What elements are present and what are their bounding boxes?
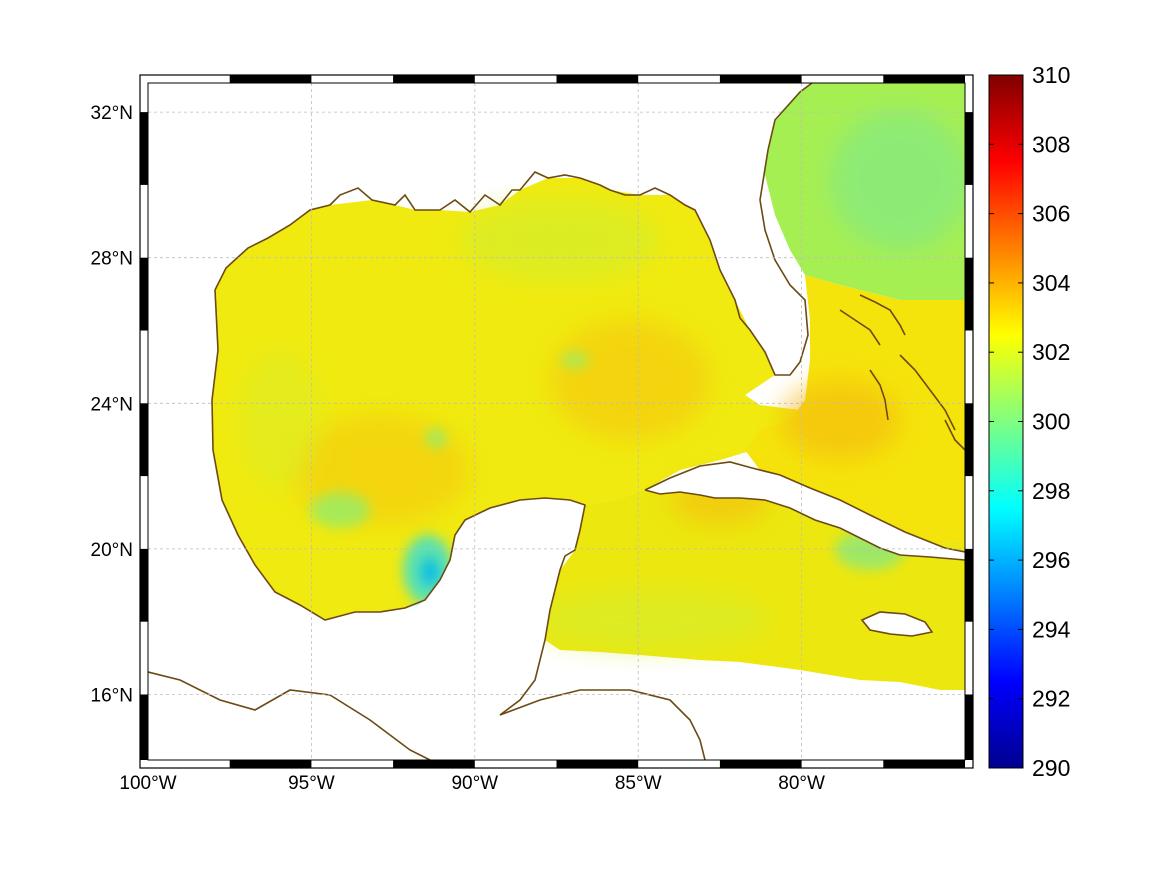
lon-tick-label: 85°W <box>615 773 662 794</box>
colorbar-tick-label: 308 <box>1032 131 1070 157</box>
frame-band-top <box>883 75 965 83</box>
frame-band-left <box>140 403 148 477</box>
colorbar-tick-label: 298 <box>1032 478 1070 504</box>
longitude-labels: 100°W 95°W 90°W 85°W 80°W <box>119 773 825 794</box>
lat-tick-label: 24°N <box>91 394 133 415</box>
frame-band-left <box>140 694 148 760</box>
frame-band-top <box>719 75 802 83</box>
frame-band-right <box>965 112 973 185</box>
coast-central-america <box>148 671 431 760</box>
coast-jamaica <box>860 611 934 637</box>
frame-band-bottom <box>719 760 802 768</box>
coast-bahamas-1 <box>859 294 906 336</box>
colorbar-tick-label: 306 <box>1032 201 1070 227</box>
frame-band-left <box>140 112 148 185</box>
cuba-land <box>645 462 965 560</box>
coast-honduras <box>499 689 706 760</box>
lon-tick-label: 100°W <box>119 773 176 794</box>
colorbar-tick-label: 310 <box>1032 62 1070 88</box>
coast-bahamas-4 <box>839 309 881 346</box>
greenish-patch-north <box>460 200 660 280</box>
coast-cuba <box>644 461 965 561</box>
gridlines <box>148 83 965 760</box>
coast-bahamas-3 <box>899 354 956 431</box>
atlantic-cool <box>830 110 965 250</box>
frame-band-top <box>229 75 312 83</box>
cool-spot-yucatan-core <box>421 558 439 586</box>
lon-tick-label: 80°W <box>778 773 825 794</box>
lat-tick-label: 32°N <box>91 103 133 124</box>
coastlines <box>148 83 965 760</box>
coast-hispaniola <box>944 419 965 451</box>
warm-patch-east <box>550 320 710 440</box>
frame-band-top <box>556 75 639 83</box>
greenish-patch-caribbean <box>530 590 770 650</box>
florida-peninsula <box>700 205 808 375</box>
coast-bahamas-2 <box>869 369 889 421</box>
frame-band-right <box>965 548 973 622</box>
colorbar-ticks: 310 308 306 304 302 300 298 296 294 292 290 <box>989 62 1071 781</box>
latitude-labels: 32°N 28°N 24°N 20°N 16°N <box>91 103 133 706</box>
lat-tick-label: 16°N <box>91 685 133 706</box>
colorbar <box>988 74 1024 769</box>
frame-band-left <box>140 257 148 331</box>
cool-patch-campeche <box>310 492 370 528</box>
frame-band-top <box>393 75 475 83</box>
colorbar-tick-label: 304 <box>1032 270 1071 296</box>
frame-band-bottom <box>883 760 965 768</box>
frame-band-left <box>140 548 148 622</box>
warm-patch-straits <box>780 380 900 460</box>
coast-mexico <box>211 289 586 716</box>
frame-band-bottom <box>556 760 639 768</box>
colorbar-tick-label: 296 <box>1032 547 1070 573</box>
colorbar-tick-label: 292 <box>1032 686 1070 712</box>
frame-band-right <box>965 403 973 477</box>
colorbar-tick-label: 290 <box>1032 755 1070 781</box>
lat-tick-label: 20°N <box>91 540 133 561</box>
colorbar-tick-label: 302 <box>1032 339 1070 365</box>
coast-us-gulf <box>214 83 813 376</box>
map-frame <box>139 74 974 769</box>
frame-band-right <box>965 257 973 331</box>
lat-tick-label: 28°N <box>91 249 133 270</box>
cool-patch-small <box>426 428 446 448</box>
lon-tick-label: 90°W <box>451 773 498 794</box>
lon-tick-label: 95°W <box>288 773 335 794</box>
frame-band-bottom <box>393 760 475 768</box>
colorbar-tick-label: 300 <box>1032 409 1070 435</box>
cool-patch-small-2 <box>561 352 589 368</box>
greenish-patch-west <box>240 350 320 490</box>
frame-band-right <box>965 694 973 760</box>
frame-band-bottom <box>229 760 312 768</box>
florida-land <box>660 83 800 220</box>
sst-field <box>212 83 965 690</box>
colorbar-tick-label: 294 <box>1032 616 1071 642</box>
